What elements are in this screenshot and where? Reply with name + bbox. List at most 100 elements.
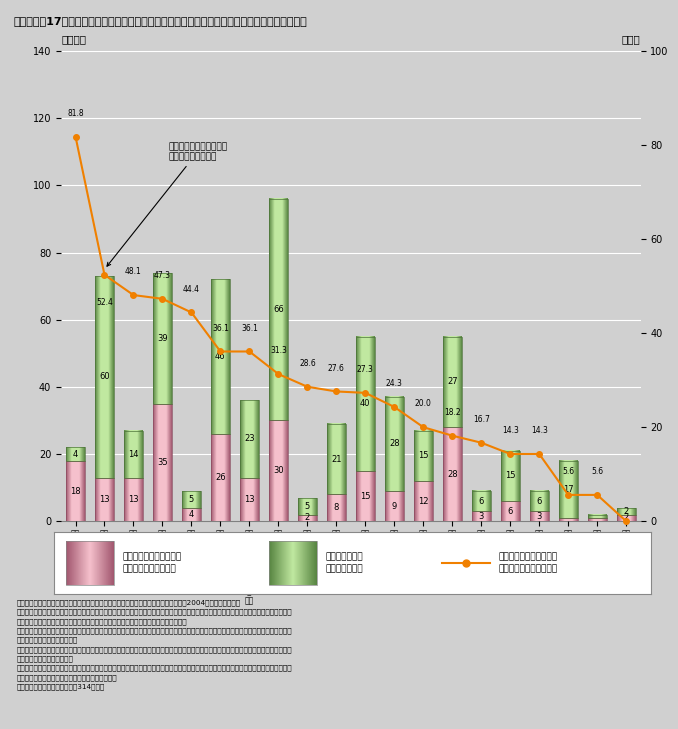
Text: 6: 6: [479, 496, 484, 506]
Bar: [298, 515, 317, 521]
Text: 2: 2: [305, 513, 310, 523]
Text: 35: 35: [157, 458, 167, 467]
Bar: [588, 515, 607, 518]
Text: 14: 14: [128, 450, 139, 459]
Text: 5: 5: [305, 502, 310, 510]
Bar: [211, 434, 230, 521]
Bar: [443, 337, 462, 427]
Text: 30: 30: [273, 467, 283, 475]
Text: 23: 23: [244, 434, 255, 443]
Text: 6: 6: [508, 507, 513, 515]
Bar: [559, 518, 578, 521]
Bar: [327, 494, 346, 521]
Text: 36.1: 36.1: [241, 324, 258, 332]
Bar: [472, 511, 491, 521]
Text: 15: 15: [360, 491, 371, 501]
Text: 28: 28: [447, 469, 458, 479]
Bar: [66, 542, 114, 585]
Text: 31.3: 31.3: [270, 346, 287, 355]
Bar: [414, 481, 433, 521]
Text: （％）: （％）: [622, 34, 641, 44]
Bar: [356, 337, 375, 471]
Bar: [472, 491, 491, 511]
Bar: [182, 508, 201, 521]
Text: 3: 3: [536, 512, 542, 521]
Text: 46: 46: [215, 352, 226, 361]
Text: 36.1: 36.1: [212, 324, 229, 332]
Bar: [443, 427, 462, 521]
Text: 12: 12: [418, 496, 428, 506]
Text: 81.8: 81.8: [67, 109, 84, 118]
Text: 第３－２－17図　ＮＰＯは地域安全、まちづくりで地縁型団体との協働を進めたいと考えている: 第３－２－17図 ＮＰＯは地域安全、まちづくりで地縁型団体との協働を進めたいと考…: [14, 16, 307, 26]
Bar: [501, 451, 520, 501]
Text: 18: 18: [71, 486, 81, 496]
Bar: [530, 511, 549, 521]
Text: 28: 28: [389, 440, 399, 448]
Text: 13: 13: [244, 495, 255, 504]
Bar: [298, 498, 317, 515]
Text: 20.0: 20.0: [415, 399, 432, 408]
Text: 2: 2: [624, 507, 629, 515]
Text: 27: 27: [447, 378, 458, 386]
Text: （団体）: （団体）: [61, 34, 86, 44]
Text: 5.6: 5.6: [562, 467, 574, 476]
Bar: [269, 421, 288, 521]
Text: 18.2: 18.2: [444, 408, 460, 417]
Text: 66: 66: [273, 305, 284, 314]
Bar: [124, 431, 143, 477]
Text: 39: 39: [157, 334, 167, 343]
Text: 4: 4: [189, 510, 194, 519]
Bar: [385, 397, 404, 491]
Text: 21: 21: [331, 455, 342, 464]
Text: 17: 17: [563, 485, 574, 494]
Text: 60: 60: [99, 373, 110, 381]
Text: 14.3: 14.3: [502, 426, 519, 435]
Bar: [617, 508, 636, 515]
Bar: [95, 477, 114, 521]
Text: 44.4: 44.4: [183, 284, 200, 294]
Text: 26: 26: [215, 473, 226, 482]
Text: 15: 15: [418, 451, 428, 460]
Bar: [356, 471, 375, 521]
Bar: [414, 431, 433, 481]
Text: 5.6: 5.6: [591, 467, 603, 476]
Bar: [385, 491, 404, 521]
Bar: [530, 491, 549, 511]
Text: 2: 2: [624, 513, 629, 523]
Text: 15: 15: [505, 472, 515, 480]
Text: 13: 13: [128, 495, 139, 504]
Text: 48.1: 48.1: [125, 268, 142, 276]
Text: 16.7: 16.7: [473, 415, 490, 424]
Text: 地縁型団体と協働したい
ＮＰＯの数（左目盛）: 地縁型団体と協働したい ＮＰＯの数（左目盛）: [123, 553, 182, 574]
Text: その他のＮＰＯ
の数（左目盛）: その他のＮＰＯ の数（左目盛）: [325, 553, 363, 574]
Bar: [66, 448, 85, 461]
Bar: [182, 491, 201, 508]
Bar: [153, 404, 172, 521]
Text: 28.6: 28.6: [299, 359, 316, 368]
Text: 47.3: 47.3: [154, 271, 171, 280]
Text: 4: 4: [73, 450, 78, 459]
Bar: [588, 518, 607, 521]
Text: 40: 40: [360, 399, 371, 408]
Bar: [153, 273, 172, 404]
Text: 13: 13: [99, 495, 110, 504]
Text: 27.6: 27.6: [328, 364, 345, 373]
Text: 地縁型団体と協働したい
ＮＰＯの割合（右目盛）: 地縁型団体と協働したい ＮＰＯの割合（右目盛）: [499, 553, 558, 574]
Text: 27.3: 27.3: [357, 365, 374, 374]
Bar: [240, 477, 259, 521]
Text: 今後協働に取り組みたい
と考えるＮＰＯの数: 今後協働に取り組みたい と考えるＮＰＯの数: [107, 142, 227, 266]
Bar: [211, 279, 230, 434]
Bar: [269, 542, 317, 585]
Bar: [559, 461, 578, 518]
Bar: [327, 424, 346, 494]
Text: 9: 9: [392, 502, 397, 510]
Text: 52.4: 52.4: [96, 298, 113, 308]
Bar: [269, 199, 288, 421]
Text: 3: 3: [479, 512, 484, 521]
Bar: [501, 501, 520, 521]
Bar: [95, 276, 114, 477]
Text: 6: 6: [536, 496, 542, 506]
Text: 24.3: 24.3: [386, 379, 403, 388]
Bar: [617, 515, 636, 521]
Bar: [124, 477, 143, 521]
